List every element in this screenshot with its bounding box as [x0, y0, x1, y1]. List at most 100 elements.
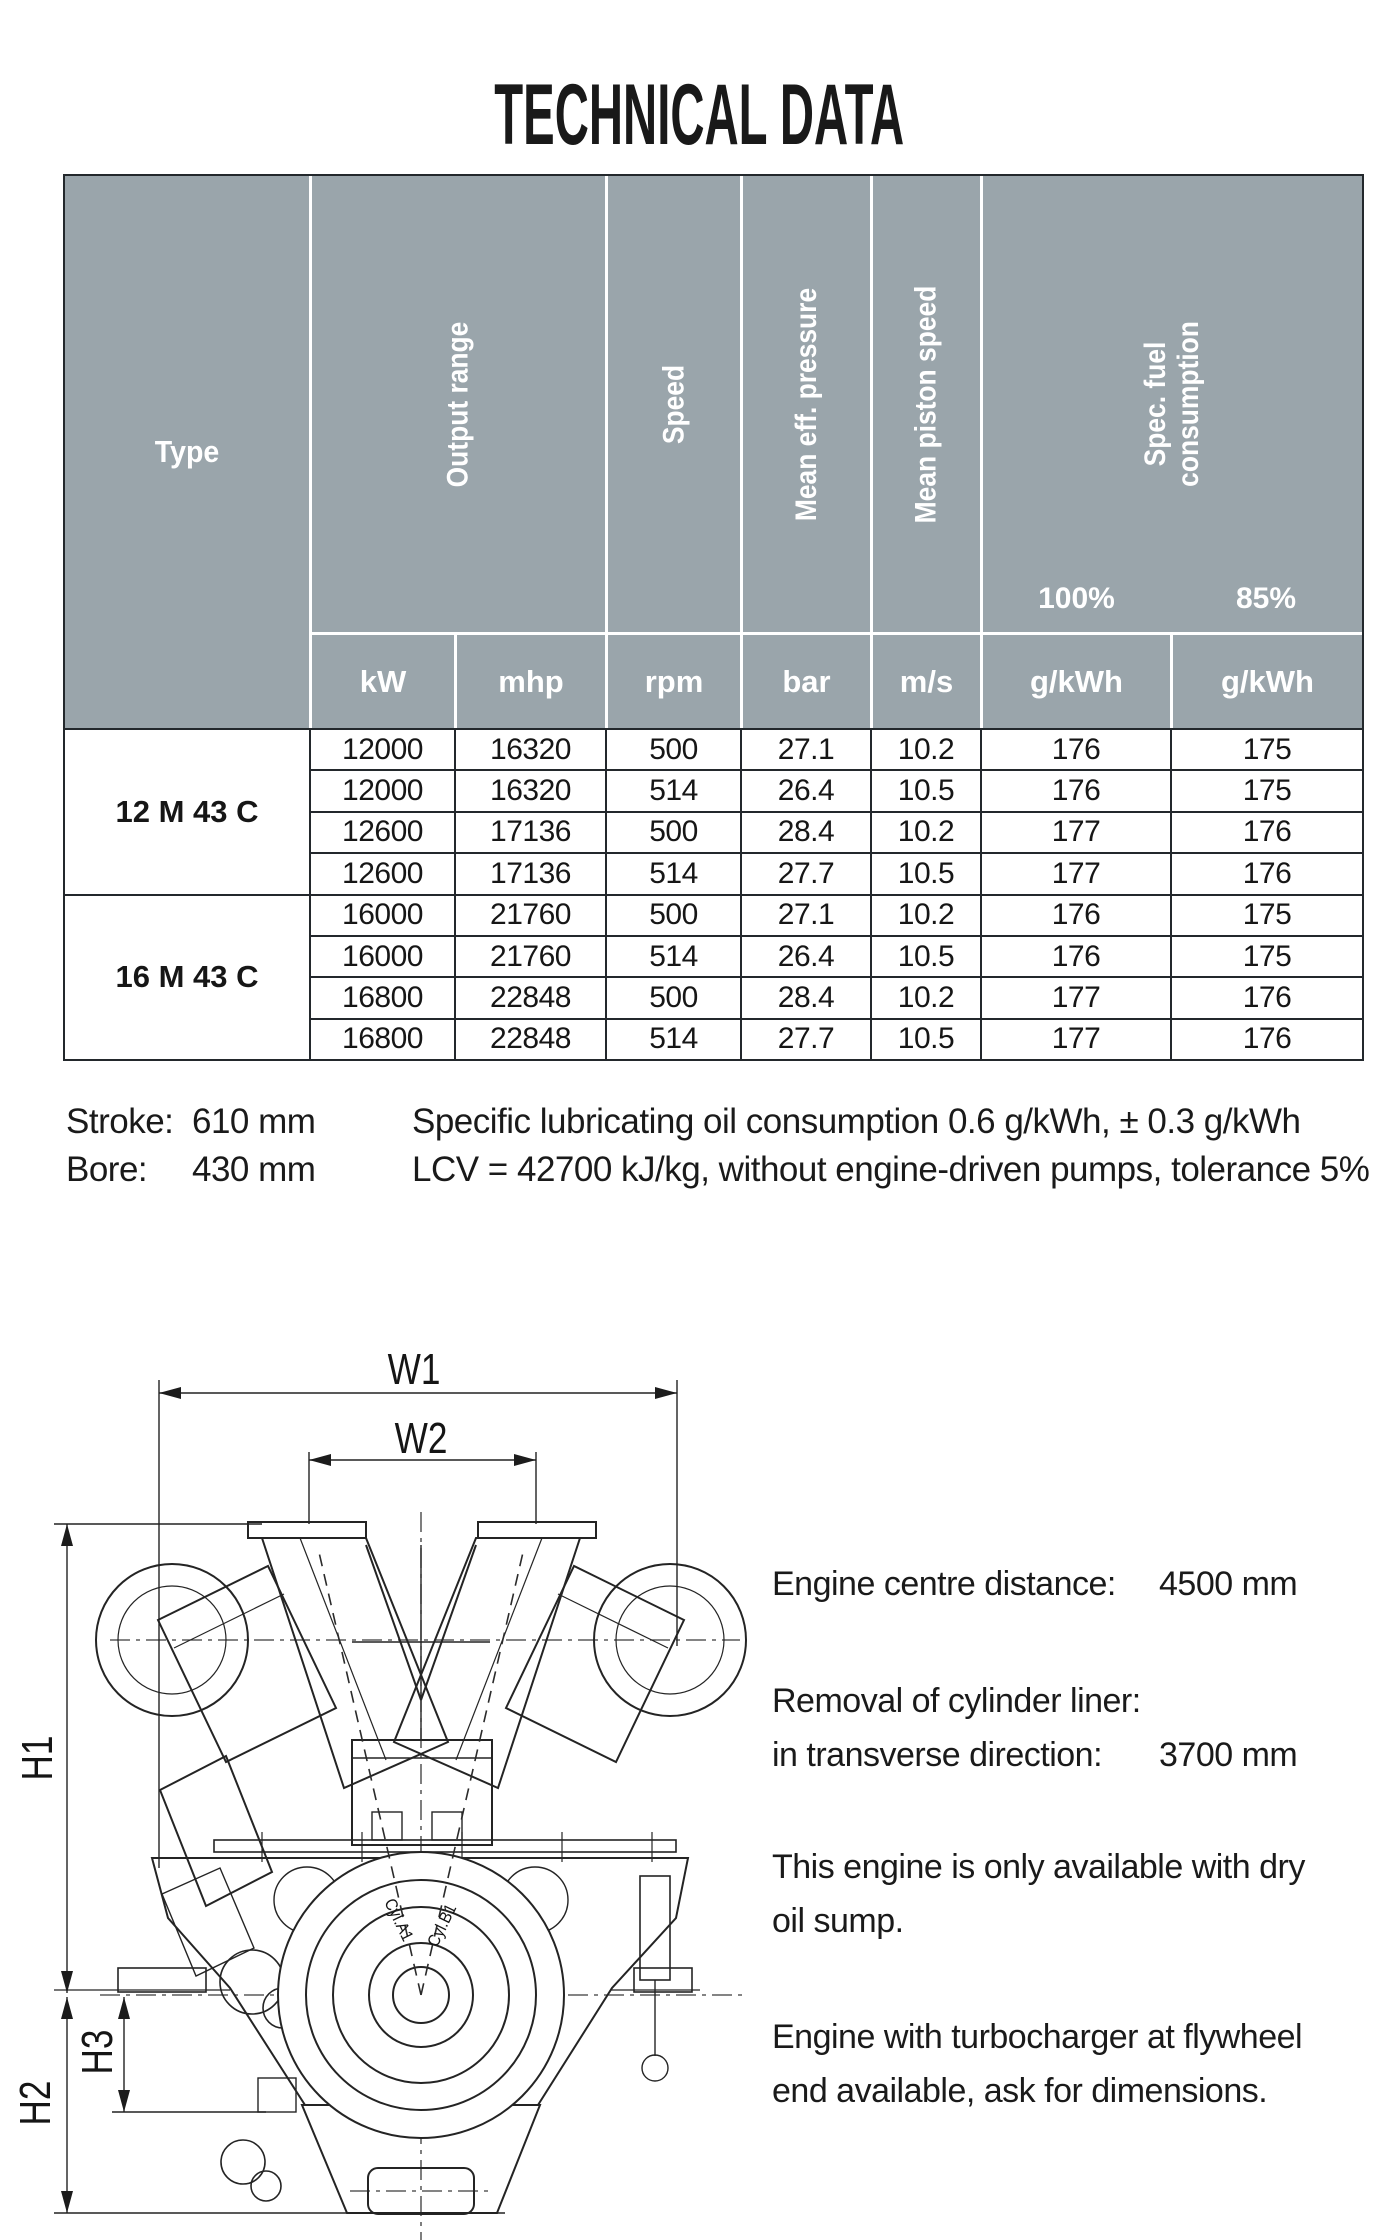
table-cell: 10.2 [870, 810, 980, 853]
table-cell: 176 [980, 934, 1170, 977]
table-cell: 27.1 [740, 893, 870, 935]
table-cell: 176 [980, 893, 1170, 935]
dimension-arrows [61, 1387, 677, 2213]
table-cell: 16320 [454, 728, 605, 770]
table-cell: 500 [605, 810, 740, 853]
col-header-mean-eff-pressure: Mean eff. pressure [740, 176, 870, 632]
table-cell: 17136 [454, 852, 605, 894]
table-cell: 176 [1170, 1017, 1362, 1059]
col-header-speed-label: Speed [657, 364, 691, 444]
table-cell: 27.7 [740, 852, 870, 894]
col-header-output-range: Output range [309, 176, 605, 632]
table-cell: 175 [1170, 893, 1362, 935]
spec-label: This engine is only available with dry [772, 1848, 1305, 1886]
table-cell: 514 [605, 769, 740, 811]
table-cell: 175 [1170, 934, 1362, 977]
col-header-mean-piston-speed: Mean piston speed [870, 176, 980, 632]
table-cell: 26.4 [740, 934, 870, 977]
dim-label-h1: H1 [13, 1736, 62, 1781]
table-cell: 16800 [309, 976, 454, 1018]
spec-fuel-line2: consumption [1172, 321, 1206, 487]
table-cell: 26.4 [740, 769, 870, 811]
col-header-mean-eff-pressure-label: Mean eff. pressure [790, 287, 823, 521]
table-cell: 176 [1170, 976, 1362, 1018]
table-cell: 514 [605, 934, 740, 977]
table-cell: 176 [1170, 852, 1362, 894]
table-cell: 21760 [454, 934, 605, 977]
col-header-type-label: Type [154, 434, 220, 469]
table-cell: 514 [605, 1017, 740, 1059]
table-cell: 177 [980, 810, 1170, 853]
unit-gkwh-100: g/kWh [980, 632, 1170, 728]
dim-label-h3: H3 [73, 2030, 122, 2075]
spec-engine-centre-distance: Engine centre distance: 4500 mm [772, 1565, 1386, 1604]
table-cell: 12600 [309, 852, 454, 894]
load-85-label: 85% [1235, 582, 1297, 615]
col-header-spec-fuel-consumption: Spec. fuel consumption 100% 85% [980, 176, 1362, 632]
engine-drawing-svg: W1 W2 H1 H2 H3 Cyl.A1 Cyl.B1 [11, 1345, 748, 2240]
col-header-speed: Speed [605, 176, 740, 632]
stroke-label: Stroke: [66, 1102, 174, 1141]
spec-label: Removal of cylinder liner: [772, 1682, 1141, 1720]
table-cell: 10.5 [870, 852, 980, 894]
table-cell: 16800 [309, 1017, 454, 1059]
table-cell: 16000 [309, 893, 454, 935]
table-cell: 12000 [309, 769, 454, 811]
technical-data-table: Type Output range Speed Mean eff. pressu… [63, 174, 1364, 1061]
page-title: TECHNICAL DATA [494, 67, 905, 163]
table-cell: 176 [1170, 810, 1362, 853]
table-cell: 12000 [309, 728, 454, 770]
lube-oil-note-line2: LCV = 42700 kJ/kg, without engine-driven… [412, 1150, 1370, 1189]
engine-type-12M43C: 12 M 43 C [65, 728, 309, 894]
engine-body [54, 1521, 747, 2215]
spec-label: oil sump. [772, 1902, 904, 1940]
bore-value: 430 mm [192, 1150, 316, 1189]
table-cell: 177 [980, 976, 1170, 1018]
engine-type-16M43C: 16 M 43 C [65, 893, 309, 1060]
spec-value: 3700 mm [1159, 1736, 1298, 1774]
table-cell: 10.5 [870, 934, 980, 977]
spec-transverse-direction: in transverse direction: 3700 mm [772, 1736, 1386, 1775]
table-cell: 10.2 [870, 976, 980, 1018]
stroke-value: 610 mm [192, 1102, 316, 1141]
unit-bar: bar [740, 632, 870, 728]
spec-dry-sump-line2: oil sump. [772, 1902, 1386, 1941]
col-header-spec-fuel-label: Spec. fuel consumption [1139, 321, 1205, 487]
table-cell: 27.1 [740, 728, 870, 770]
table-cell: 175 [1170, 769, 1362, 811]
table-cell: 514 [605, 852, 740, 894]
spec-removal-liner: Removal of cylinder liner: [772, 1682, 1386, 1721]
unit-ms: m/s [870, 632, 980, 728]
spec-value: 4500 mm [1159, 1565, 1298, 1603]
table-cell: 16000 [309, 934, 454, 977]
table-cell: 500 [605, 976, 740, 1018]
col-header-output-range-label: Output range [441, 321, 475, 487]
dim-label-w1: W1 [388, 1345, 441, 1394]
table-cell: 12600 [309, 810, 454, 853]
spec-fuel-line1: Spec. fuel [1139, 341, 1173, 467]
table-cell: 28.4 [740, 976, 870, 1018]
spec-dry-sump-line1: This engine is only available with dry [772, 1848, 1386, 1887]
table-cell: 10.2 [870, 893, 980, 935]
load-100-label: 100% [1038, 582, 1115, 615]
spec-label: Engine with turbocharger at flywheel [772, 2018, 1303, 2056]
table-cell: 22848 [454, 976, 605, 1018]
table-cell: 21760 [454, 893, 605, 935]
table-cell: 17136 [454, 810, 605, 853]
table-cell: 27.7 [740, 1017, 870, 1059]
table-cell: 176 [980, 728, 1170, 770]
table-cell: 500 [605, 893, 740, 935]
table-cell: 500 [605, 728, 740, 770]
engine-drawing: W1 W2 H1 H2 H3 Cyl.A1 Cyl.B1 [0, 1300, 760, 2240]
table-cell: 177 [980, 1017, 1170, 1059]
table-cell: 16320 [454, 769, 605, 811]
dimension-lines [54, 1380, 678, 2214]
lube-oil-note-line1: Specific lubricating oil consumption 0.6… [412, 1102, 1301, 1141]
dim-label-w2: W2 [395, 1414, 448, 1463]
table-cell: 10.5 [870, 769, 980, 811]
col-header-mean-piston-speed-label: Mean piston speed [910, 285, 944, 523]
spec-turbocharger-line1: Engine with turbocharger at flywheel [772, 2018, 1386, 2057]
table-cell: 177 [980, 852, 1170, 894]
bore-label: Bore: [66, 1150, 148, 1189]
